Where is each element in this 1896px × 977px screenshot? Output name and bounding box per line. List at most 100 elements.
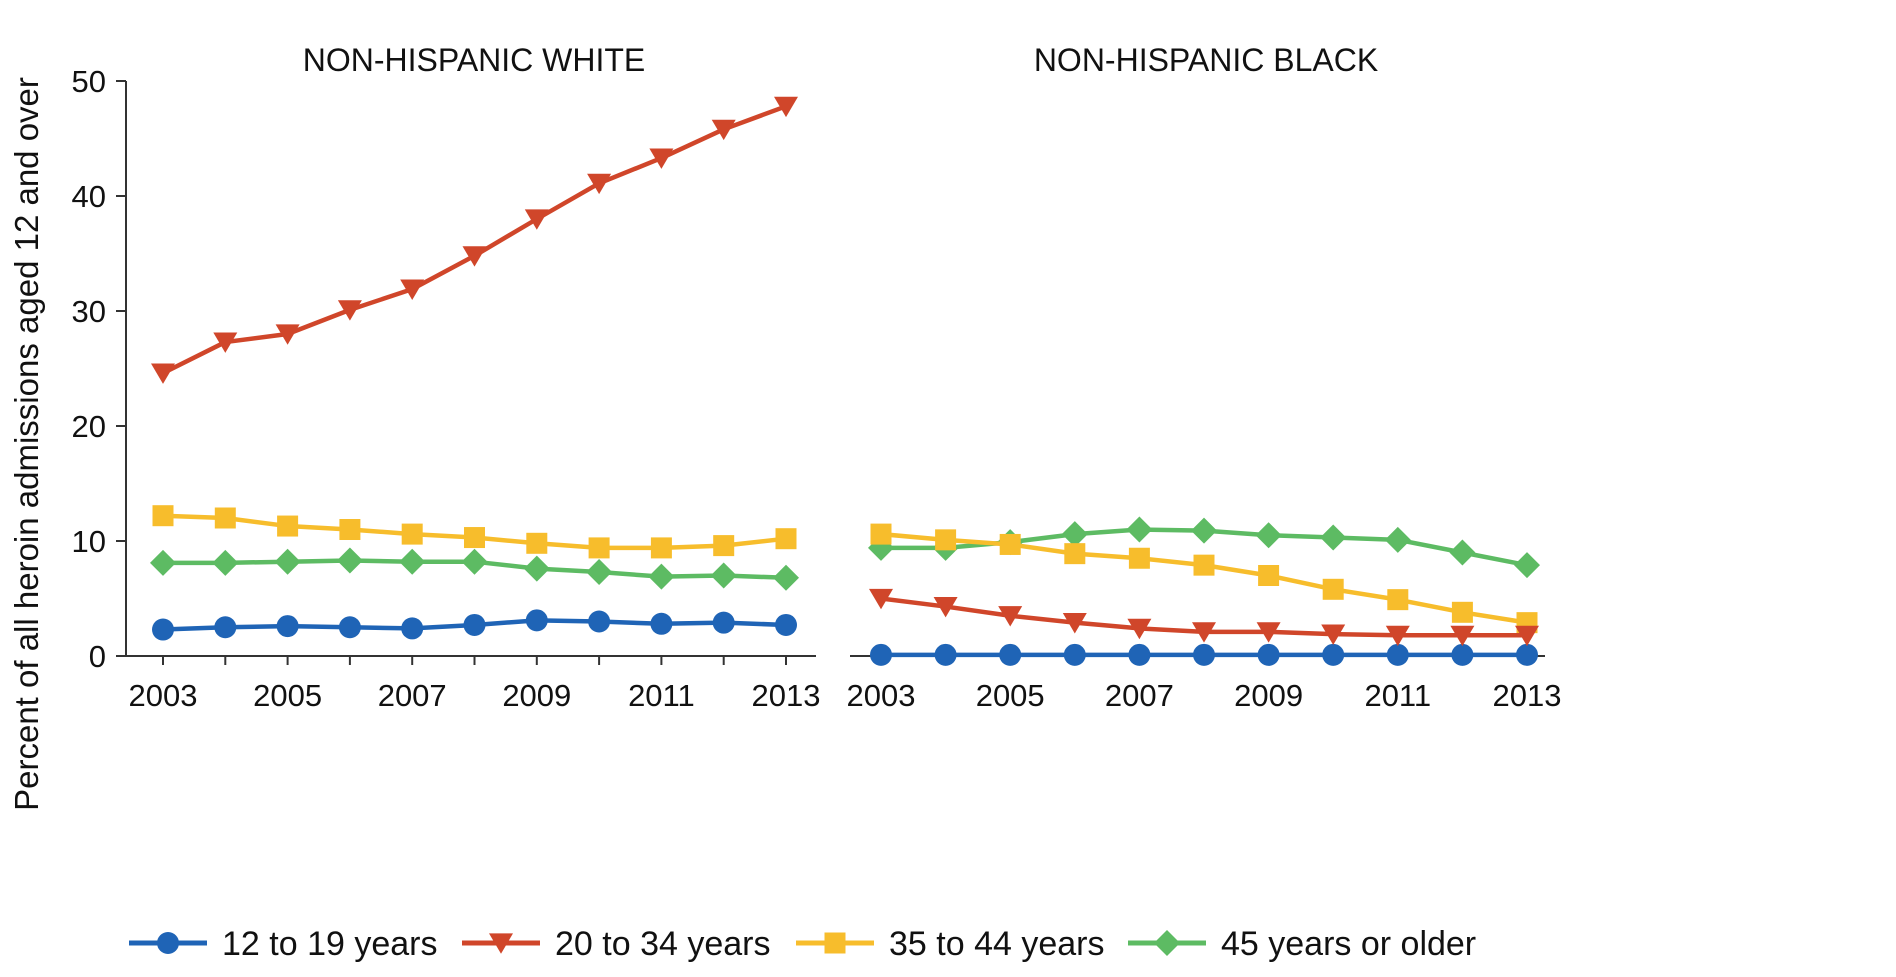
data-point	[586, 559, 613, 586]
data-point	[150, 549, 176, 576]
data-point	[214, 616, 237, 639]
data-point	[1449, 539, 1476, 566]
data-point	[212, 549, 239, 576]
legend-label: 12 to 19 years	[222, 925, 437, 963]
x-tick-label: 2009	[1234, 678, 1303, 713]
data-point	[775, 613, 797, 636]
data-point	[1385, 625, 1410, 647]
data-point	[1320, 524, 1347, 551]
data-point	[774, 96, 798, 118]
data-point	[1516, 643, 1538, 666]
x-tick-label: 2011	[628, 678, 695, 713]
x-tick-label: 2011	[1364, 678, 1431, 713]
data-point	[711, 119, 736, 141]
data-point	[464, 527, 485, 549]
legend-swatch-marker	[1154, 930, 1180, 956]
legend-swatch-marker	[489, 933, 513, 954]
y-tick-label: 0	[89, 639, 106, 674]
data-point	[523, 555, 550, 582]
panels: NON-HISPANIC WHITE 2003 2005 2007 2009 2011 20…	[72, 42, 1562, 713]
legend-swatch-marker	[824, 932, 846, 954]
y-tick-label: 20	[72, 409, 106, 444]
legend-label: 20 to 34 years	[555, 925, 770, 963]
data-point	[1063, 643, 1086, 666]
data-point	[999, 533, 1021, 555]
data-point	[998, 606, 1023, 627]
data-point	[1062, 613, 1087, 634]
data-point	[588, 537, 610, 559]
x-tick-label: 2009	[502, 678, 571, 713]
data-point	[275, 324, 300, 345]
series-12-to-19-years	[152, 609, 797, 641]
data-point	[1064, 543, 1086, 565]
data-point	[650, 612, 673, 635]
legend-item: 35 to 44 years	[796, 925, 1104, 963]
legend-label: 35 to 44 years	[889, 925, 1104, 963]
data-point	[1321, 624, 1346, 645]
data-point	[775, 528, 797, 550]
legend-label: 45 years or older	[1221, 925, 1476, 963]
series-35-to-44-years	[152, 505, 797, 559]
data-point	[1255, 522, 1282, 549]
data-point	[277, 515, 299, 537]
panel-0: NON-HISPANIC WHITE 2003 2005 2007 2009 2011 20…	[72, 42, 821, 713]
data-point	[276, 615, 299, 638]
x-tick-label: 2005	[976, 678, 1045, 713]
data-point	[649, 148, 674, 169]
data-point	[400, 279, 425, 300]
series-45-years-or-older	[150, 547, 799, 591]
data-point	[152, 618, 174, 641]
data-point	[870, 643, 892, 666]
data-point	[524, 209, 549, 230]
series-20-to-34-years	[869, 588, 1539, 647]
series-20-to-34-years	[151, 96, 798, 384]
legend-swatch-marker	[157, 932, 179, 954]
legend-item: 12 to 19 years	[129, 925, 437, 963]
data-point	[213, 332, 238, 353]
data-point	[339, 519, 361, 540]
x-tick-label: 2013	[752, 678, 821, 713]
data-point	[1322, 643, 1345, 666]
legend-item: 45 years or older	[1128, 925, 1476, 963]
data-point	[1193, 554, 1215, 576]
y-tick-label: 40	[72, 179, 106, 214]
data-point	[1258, 565, 1280, 586]
data-point	[1450, 625, 1475, 647]
data-point	[1126, 516, 1153, 543]
data-point	[1257, 643, 1280, 666]
data-point	[1451, 643, 1474, 666]
data-point	[1451, 601, 1473, 623]
data-point	[1322, 578, 1344, 600]
data-point	[870, 523, 892, 545]
panel-title: NON-HISPANIC WHITE	[303, 42, 646, 78]
legend: 12 to 19 years 20 to 34 years 35 to 44 yea…	[129, 925, 1476, 963]
data-point	[1128, 547, 1150, 569]
data-point	[999, 643, 1022, 666]
data-point	[650, 537, 672, 559]
data-point	[773, 564, 799, 591]
y-axis-title: Percent of all heroin admissions aged 12…	[8, 77, 45, 811]
data-point	[151, 363, 175, 384]
panel-title: NON-HISPANIC BLACK	[1034, 42, 1378, 78]
data-point	[152, 505, 174, 527]
data-point	[461, 548, 488, 575]
data-point	[869, 588, 893, 610]
data-point	[462, 246, 487, 267]
x-tick-label: 2003	[847, 678, 916, 713]
data-point	[1386, 643, 1409, 666]
x-tick-label: 2013	[1493, 678, 1562, 713]
data-point	[587, 173, 612, 195]
data-point	[401, 523, 423, 545]
data-point	[526, 532, 548, 554]
data-point	[713, 535, 735, 557]
data-point	[1128, 643, 1151, 666]
series-line	[161, 104, 787, 376]
x-tick-label: 2007	[378, 678, 447, 713]
y-tick-label: 10	[72, 524, 106, 559]
data-point	[336, 547, 363, 574]
panel-1: NON-HISPANIC BLACK 2003 2005 2007 2009 2011 20…	[847, 42, 1562, 713]
data-point	[1192, 622, 1216, 643]
data-point	[648, 563, 675, 590]
